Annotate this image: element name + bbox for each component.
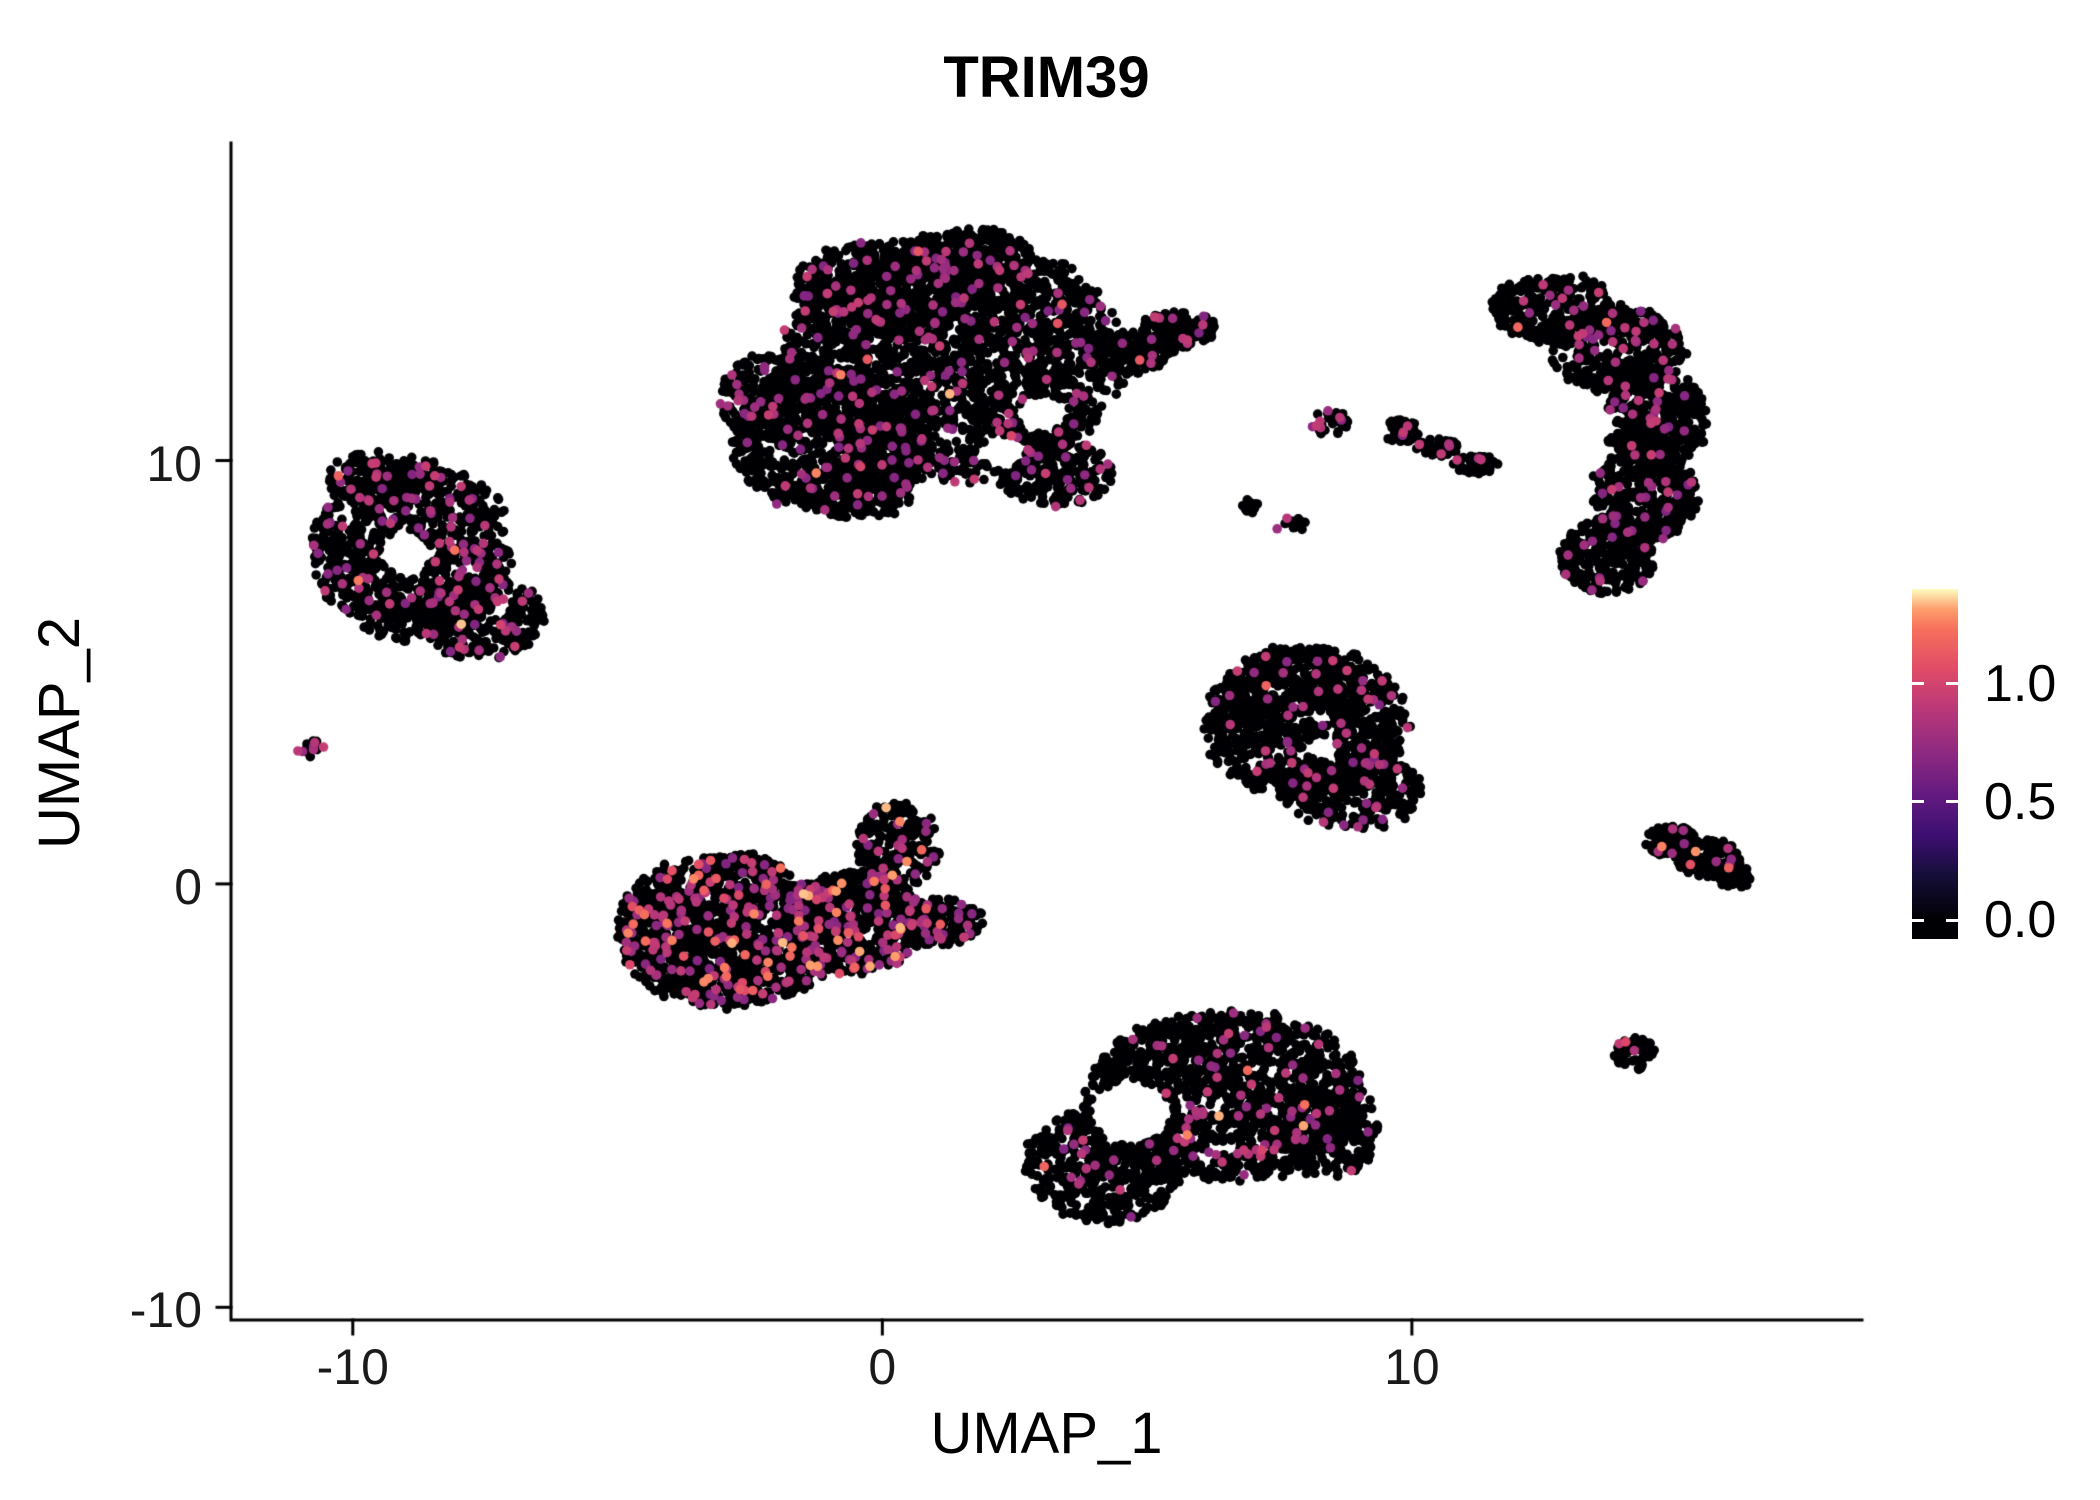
colorbar-gradient [1912, 589, 1958, 939]
colorbar-tick-mark [1912, 918, 1924, 922]
colorbar [1912, 589, 1958, 939]
colorbar-tick-mark [1946, 918, 1958, 922]
colorbar-tick-mark [1946, 682, 1958, 686]
colorbar-tick-mark [1912, 682, 1924, 686]
colorbar-tick-mark [1912, 800, 1924, 804]
x-axis-label: UMAP_1 [930, 1401, 1163, 1466]
y-axis-label: UMAP_2 [27, 616, 92, 850]
colorbar-tick-mark [1946, 800, 1958, 804]
plot-title: TRIM39 [943, 45, 1150, 110]
